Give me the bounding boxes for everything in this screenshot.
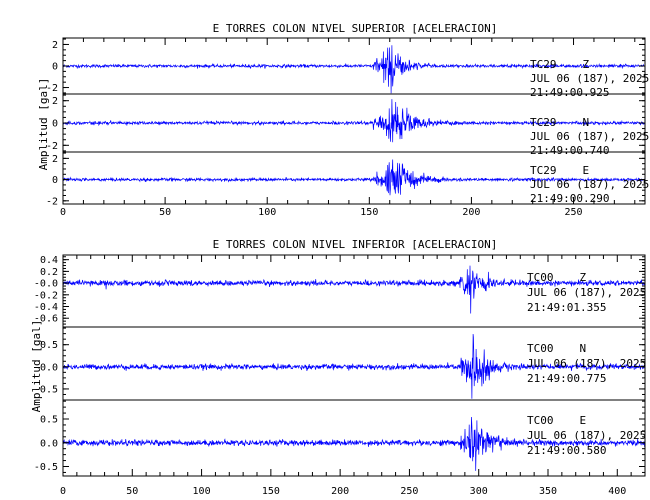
y-tick-label: 0.0 bbox=[40, 362, 58, 373]
time-label: 21:49:00.740 bbox=[530, 144, 609, 157]
y-tick-label: 0 bbox=[52, 175, 58, 186]
y-tick-label: 0 bbox=[52, 119, 58, 130]
y-tick-label: 2 bbox=[52, 96, 58, 107]
waveform-trace bbox=[62, 99, 646, 143]
x-tick-label: 350 bbox=[539, 486, 557, 497]
trace-panel-tc00-z: 0.4 0.2 -0.0 -0.2 -0.4 -0.6 TC00 Z JUL 06… bbox=[34, 255, 646, 325]
x-tick-label: 200 bbox=[462, 207, 480, 218]
waveform-trace bbox=[62, 159, 646, 196]
chart-title: E TORRES COLON NIVEL SUPERIOR [ACELERACI… bbox=[213, 22, 498, 35]
y-tick-label: 0.5 bbox=[40, 340, 58, 351]
station-label: TC29 E bbox=[530, 164, 589, 177]
station-label: TC29 Z bbox=[530, 58, 590, 71]
x-tick-labels: 0 50 100 150 200 250 300 350 400 bbox=[60, 486, 626, 497]
plot-frame bbox=[62, 254, 646, 477]
waveform-trace bbox=[62, 416, 646, 471]
date-label: JUL 06 (187), 2025 bbox=[527, 357, 646, 370]
chart-inferior: E TORRES COLON NIVEL INFERIOR [ACELERACI… bbox=[30, 238, 646, 497]
trace-panel-tc29-n: -2 0 2 TC29 N JUL 06 (187), 2025 21:49:00… bbox=[46, 96, 649, 157]
date-label: JUL 06 (187), 2025 bbox=[527, 286, 646, 299]
y-tick-label: -0.5 bbox=[34, 462, 58, 473]
y-tick-label: 2 bbox=[52, 40, 58, 51]
y-axis-label: Amplitud [gal] bbox=[37, 78, 50, 171]
trace-panel-tc00-n: 0.5 0.0 -0.5 TC00 N JUL 06 (187), 2025 21… bbox=[34, 333, 646, 399]
x-tick-label: 100 bbox=[193, 486, 211, 497]
y-tick-label: -0.5 bbox=[34, 384, 58, 395]
x-tick-label: 150 bbox=[360, 207, 378, 218]
trace-panel-tc29-e: -2 0 2 TC29 E JUL 06 (187), 2025 21:49:00… bbox=[46, 154, 649, 207]
plot-border bbox=[62, 37, 646, 205]
y-tick-label: -0.2 bbox=[34, 290, 58, 301]
y-tick-label: 0.4 bbox=[40, 255, 58, 266]
time-label: 21:49:00.775 bbox=[527, 372, 606, 385]
time-label: 21:49:01.355 bbox=[527, 301, 606, 314]
y-tick-label: -2 bbox=[46, 141, 58, 152]
x-tick-label: 400 bbox=[608, 486, 626, 497]
x-tick-label: 300 bbox=[470, 486, 488, 497]
y-tick-label: -0.6 bbox=[34, 314, 58, 325]
waveform-trace bbox=[62, 333, 646, 399]
y-tick-label: -0.4 bbox=[34, 302, 58, 313]
plot-frame bbox=[62, 37, 646, 205]
x-tick-label: 200 bbox=[331, 486, 349, 497]
station-label: TC00 N bbox=[527, 342, 586, 355]
x-tick-label: 150 bbox=[262, 486, 280, 497]
y-axis-label: Amplitud [gal] bbox=[30, 320, 43, 413]
y-tick-label: -2 bbox=[46, 196, 58, 207]
trace-panel-tc00-e: 0.5 0.0 -0.5 TC00 E JUL 06 (187), 2025 21… bbox=[34, 414, 646, 473]
chart-superior: E TORRES COLON NIVEL SUPERIOR [ACELERACI… bbox=[37, 22, 649, 218]
station-label: TC00 Z bbox=[527, 271, 587, 284]
chart-title: E TORRES COLON NIVEL INFERIOR [ACELERACI… bbox=[213, 238, 498, 251]
y-tick-label: -0.0 bbox=[34, 279, 58, 290]
date-label: JUL 06 (187), 2025 bbox=[530, 130, 649, 143]
x-tick-label: 50 bbox=[159, 207, 171, 218]
y-tick-label: 0.0 bbox=[40, 438, 58, 449]
y-tick-label: -2 bbox=[46, 83, 58, 94]
x-tick-label: 50 bbox=[126, 486, 138, 497]
time-label: 21:49:00.580 bbox=[527, 444, 606, 457]
waveform-trace bbox=[62, 45, 646, 94]
x-tick-label: 100 bbox=[258, 207, 276, 218]
time-label: 21:49:00.290 bbox=[530, 192, 609, 205]
time-label: 21:49:00.925 bbox=[530, 86, 609, 99]
date-label: JUL 06 (187), 2025 bbox=[530, 72, 649, 85]
trace-panel-tc29-z: -2 0 2 TC29 Z JUL 06 (187), 2025 21:49:00… bbox=[46, 40, 649, 99]
y-tick-label: 2 bbox=[52, 154, 58, 165]
station-label: TC29 N bbox=[530, 116, 589, 129]
x-tick-labels: 0 50 100 150 200 250 bbox=[60, 207, 583, 218]
x-tick-label: 250 bbox=[564, 207, 582, 218]
station-label: TC00 E bbox=[527, 414, 586, 427]
date-label: JUL 06 (187), 2025 bbox=[530, 178, 649, 191]
x-tick-label: 0 bbox=[60, 486, 66, 497]
y-tick-label: 0.2 bbox=[40, 267, 58, 278]
y-tick-label: 0 bbox=[52, 62, 58, 73]
y-tick-label: 0.5 bbox=[40, 415, 58, 426]
x-tick-label: 250 bbox=[400, 486, 418, 497]
waveform-trace bbox=[62, 265, 646, 314]
x-tick-label: 0 bbox=[60, 207, 66, 218]
date-label: JUL 06 (187), 2025 bbox=[527, 429, 646, 442]
